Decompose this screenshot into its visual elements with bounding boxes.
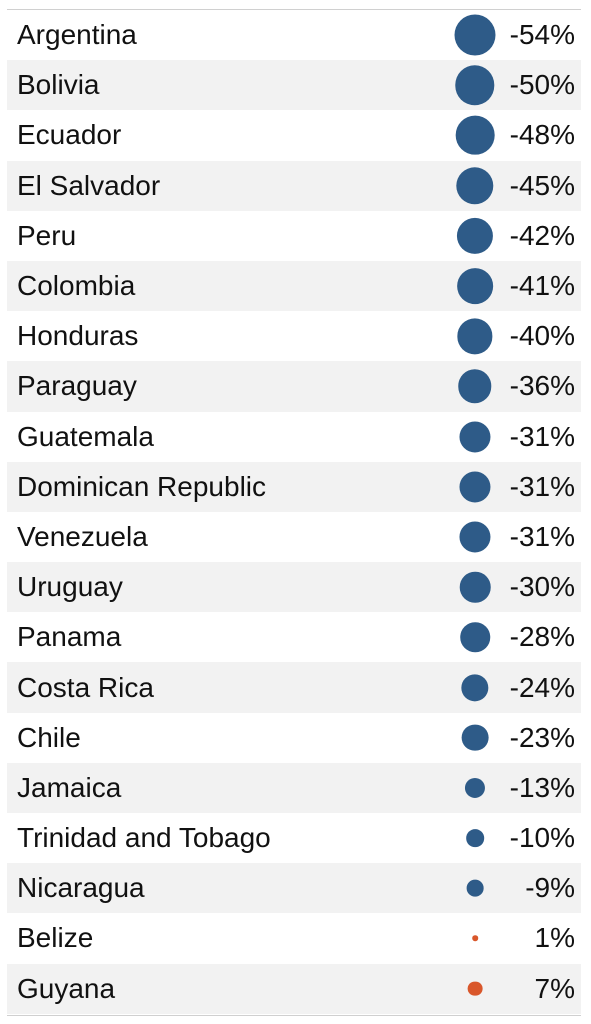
table-row: Jamaica -13% <box>7 762 581 813</box>
table-row: Colombia -41% <box>7 260 581 312</box>
value-label: -36% <box>509 370 575 402</box>
table-row: Bolivia -50% <box>7 60 581 111</box>
value-label: -13% <box>509 771 575 803</box>
value-label: 7% <box>534 972 575 1004</box>
country-label: Argentina <box>17 19 137 51</box>
country-label: Paraguay <box>17 370 137 402</box>
country-label: Ecuador <box>17 119 122 151</box>
table-row: Uruguay -30% <box>7 562 581 613</box>
country-label: Jamaica <box>17 771 122 803</box>
value-label: -48% <box>509 119 575 151</box>
country-label: Colombia <box>17 270 136 302</box>
value-label: -31% <box>509 420 575 452</box>
bubble-mark <box>459 571 491 603</box>
country-label: Nicaragua <box>17 872 145 904</box>
country-label: Bolivia <box>17 69 100 101</box>
bubble-mark <box>457 268 493 304</box>
table-row: Costa Rica -24% <box>7 662 581 713</box>
bubble-mark <box>455 116 495 155</box>
table-row: Venezuela -31% <box>7 511 581 563</box>
bubble-mark <box>459 421 491 453</box>
bubble-mark <box>454 14 496 56</box>
bubble-mark <box>456 166 494 205</box>
country-label: Costa Rica <box>17 671 154 703</box>
table-row: Dominican Republic -31% <box>7 461 581 512</box>
value-label: -31% <box>509 470 575 502</box>
bubble-mark <box>466 879 484 897</box>
bubble-mark <box>459 471 491 503</box>
table-row: Argentina -54% <box>7 10 581 61</box>
country-label: El Salvador <box>17 169 161 201</box>
country-label: Trinidad and Tobago <box>17 822 271 854</box>
bubble-mark <box>467 981 483 997</box>
value-label: 1% <box>534 922 575 954</box>
table-row: Panama -28% <box>7 612 581 663</box>
table-row: Guyana 7% <box>7 963 581 1014</box>
table-row: Guatemala -31% <box>7 411 581 462</box>
value-label: -28% <box>509 621 575 653</box>
bubble-mark <box>456 217 494 254</box>
bubble-mark <box>466 829 484 847</box>
value-label: -24% <box>509 671 575 703</box>
table-row: El Salvador -45% <box>7 160 581 211</box>
country-bubble-table: Argentina -54% Bolivia -50% Ecuador -48% El Sa… <box>7 10 581 1014</box>
country-label: Venezuela <box>17 520 148 552</box>
top-rule <box>7 9 581 10</box>
bubble-mark <box>461 673 489 702</box>
table-row: Nicaragua -9% <box>7 863 581 914</box>
value-label: -31% <box>509 520 575 552</box>
country-label: Belize <box>17 922 94 954</box>
table-row: Chile -23% <box>7 712 581 763</box>
value-label: -54% <box>509 19 575 51</box>
value-label: -41% <box>509 270 575 302</box>
value-label: -10% <box>509 822 575 854</box>
country-label: Peru <box>17 219 77 251</box>
bubble-mark <box>464 777 486 798</box>
table-row: Paraguay -36% <box>7 361 581 412</box>
value-label: -23% <box>509 721 575 753</box>
country-label: Panama <box>17 621 122 653</box>
bubble-mark <box>461 724 489 752</box>
country-label: Guatemala <box>17 420 154 452</box>
country-label: Dominican Republic <box>17 470 267 502</box>
country-label: Uruguay <box>17 571 123 603</box>
country-label: Guyana <box>17 972 116 1004</box>
value-label: -42% <box>509 219 575 251</box>
bubble-mark <box>457 318 493 354</box>
value-label: -50% <box>509 69 575 101</box>
bubble-mark <box>458 369 492 404</box>
value-label: -45% <box>509 169 575 201</box>
table-row: Belize 1% <box>7 913 581 964</box>
value-label: -9% <box>525 872 575 904</box>
value-label: -40% <box>509 320 575 352</box>
table-row: Ecuador -48% <box>7 110 581 161</box>
country-label: Honduras <box>17 320 139 352</box>
table-row: Peru -42% <box>7 210 581 261</box>
bubble-mark <box>472 935 478 942</box>
value-label: -30% <box>509 571 575 603</box>
bottom-rule <box>7 1015 581 1016</box>
bubble-mark <box>459 521 491 553</box>
table-row: Honduras -40% <box>7 311 581 362</box>
bubble-mark <box>455 65 495 105</box>
table-row: Trinidad and Tobago -10% <box>7 813 581 864</box>
bubble-mark <box>460 622 490 653</box>
country-label: Chile <box>17 721 81 753</box>
